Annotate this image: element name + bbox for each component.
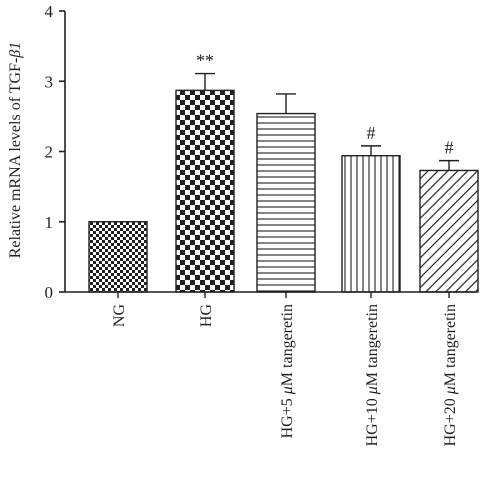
- x-tick-label: HG: [198, 304, 215, 328]
- y-axis-label-symbol: β1: [7, 42, 24, 59]
- bars: ** # #: [88, 51, 479, 293]
- y-tick-label: 2: [45, 143, 54, 162]
- x-tick-label-part: M tangeretin: [279, 304, 296, 386]
- significance-marker: #: [445, 138, 454, 158]
- x-tick-label-part: M tangeretin: [442, 304, 459, 386]
- bar: [88, 221, 148, 293]
- y-axis-label: Relative mRNA levels of TGF-β1: [7, 42, 24, 259]
- y-tick-label: 3: [45, 72, 54, 91]
- y-tick-label: 4: [45, 2, 54, 21]
- y-tick-label: 0: [45, 283, 54, 302]
- significance-marker: #: [367, 123, 376, 143]
- x-tick-label-part: μ: [442, 386, 459, 395]
- x-tick-label-part: M tangeretin: [364, 304, 381, 386]
- x-tick-label-part: HG+5: [279, 394, 296, 438]
- bar: [175, 89, 235, 293]
- x-tick-label-part: HG+20: [442, 394, 459, 446]
- y-tick-label: 1: [45, 213, 54, 232]
- bar: [419, 169, 479, 293]
- x-tick-label-part: HG+10: [364, 394, 381, 446]
- y-axis-label-text: Relative mRNA levels of TGF-: [7, 58, 24, 259]
- x-tick-label-part: μ: [364, 386, 381, 395]
- significance-marker: **: [196, 51, 214, 71]
- x-tick-label: HG+5 μM tangeretin: [279, 304, 296, 438]
- x-tick-label-part: μ: [279, 386, 296, 395]
- x-tick-label-part: HG: [198, 304, 215, 328]
- y-axis: 0 1 2 3 4: [45, 2, 66, 302]
- x-tick-label: NG: [111, 304, 128, 328]
- bar: [256, 112, 316, 293]
- x-tick-label: HG+20 μM tangeretin: [442, 304, 459, 446]
- x-tick-label-part: NG: [111, 304, 128, 328]
- x-tick-label: HG+10 μM tangeretin: [364, 304, 381, 446]
- bar: [341, 155, 401, 293]
